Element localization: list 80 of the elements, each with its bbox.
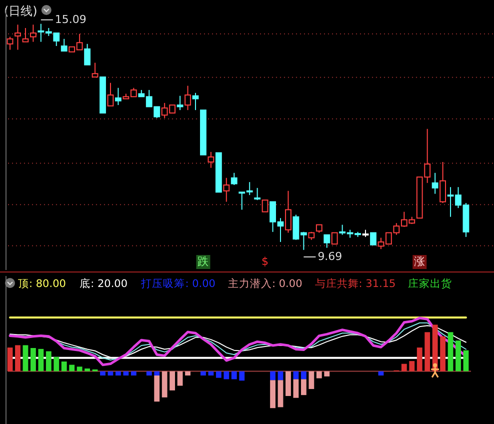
bar (100, 371, 106, 376)
candlestick (6, 36, 14, 50)
bar (424, 332, 430, 372)
bar (216, 371, 222, 378)
bar (401, 364, 407, 372)
bar (146, 371, 152, 376)
candlestick (115, 87, 122, 106)
candlestick (84, 43, 91, 66)
bar (432, 324, 438, 372)
bar (170, 371, 176, 390)
annotation: 跌 (198, 255, 209, 268)
bar (130, 371, 136, 376)
bar (30, 348, 36, 372)
text: 与庄共舞: 31.15 (314, 277, 396, 290)
bar (116, 371, 121, 376)
bar (286, 371, 291, 396)
candlestick (324, 234, 330, 248)
candlestick (208, 151, 214, 168)
bar (69, 364, 75, 372)
bar (231, 371, 237, 380)
candlestick (22, 28, 29, 42)
annotation: 涨 (414, 255, 426, 268)
candlestick (262, 200, 268, 212)
bar (38, 348, 44, 372)
bar (239, 371, 245, 381)
bar (7, 348, 13, 372)
bar (224, 371, 230, 380)
candlestick (440, 161, 446, 204)
bar (308, 371, 314, 390)
text: 庄家出货 (408, 277, 452, 290)
bar (123, 371, 129, 376)
annotation: 15.09 (54, 12, 86, 26)
text: 顶: 80.00 (18, 278, 66, 290)
candlestick (30, 24, 36, 42)
bar (293, 379, 299, 398)
text: 底: 20.00 (80, 277, 128, 290)
bar (84, 368, 90, 372)
candlestick (60, 38, 68, 52)
bar (409, 361, 415, 372)
candlestick (331, 232, 338, 245)
bar (154, 371, 160, 376)
bar (76, 366, 82, 372)
bar (316, 371, 322, 378)
candlestick (223, 177, 230, 202)
candlestick (192, 92, 199, 111)
candlestick (370, 232, 376, 246)
bar (15, 345, 20, 372)
bar (448, 332, 454, 372)
bar (46, 351, 52, 372)
candlestick (432, 172, 438, 194)
bar (278, 380, 284, 408)
bar (54, 356, 60, 372)
bar (463, 350, 469, 372)
bar (185, 371, 190, 376)
candlestick (285, 190, 292, 234)
bar (208, 371, 214, 376)
bar (416, 348, 422, 372)
bar (440, 336, 446, 372)
candlestick (14, 24, 21, 50)
bar (162, 371, 168, 398)
bar (270, 380, 276, 408)
bar (22, 345, 28, 372)
bar (270, 371, 276, 380)
annotation: 9.69 (318, 250, 342, 263)
text: 打压吸筹: 0.00 (140, 278, 216, 290)
bar (324, 371, 330, 376)
bar (61, 362, 67, 372)
bar (300, 371, 306, 380)
candlestick (176, 95, 184, 111)
bar (300, 379, 306, 396)
bar (456, 340, 461, 372)
candlestick (107, 82, 114, 106)
bar (200, 371, 206, 376)
bar (154, 375, 160, 402)
candlestick (254, 187, 261, 201)
text: 主力潜入: 0.00 (228, 277, 302, 290)
candlestick (230, 172, 238, 186)
candlestick (184, 85, 191, 111)
annotation: $ (262, 255, 269, 268)
candlestick (92, 62, 98, 78)
